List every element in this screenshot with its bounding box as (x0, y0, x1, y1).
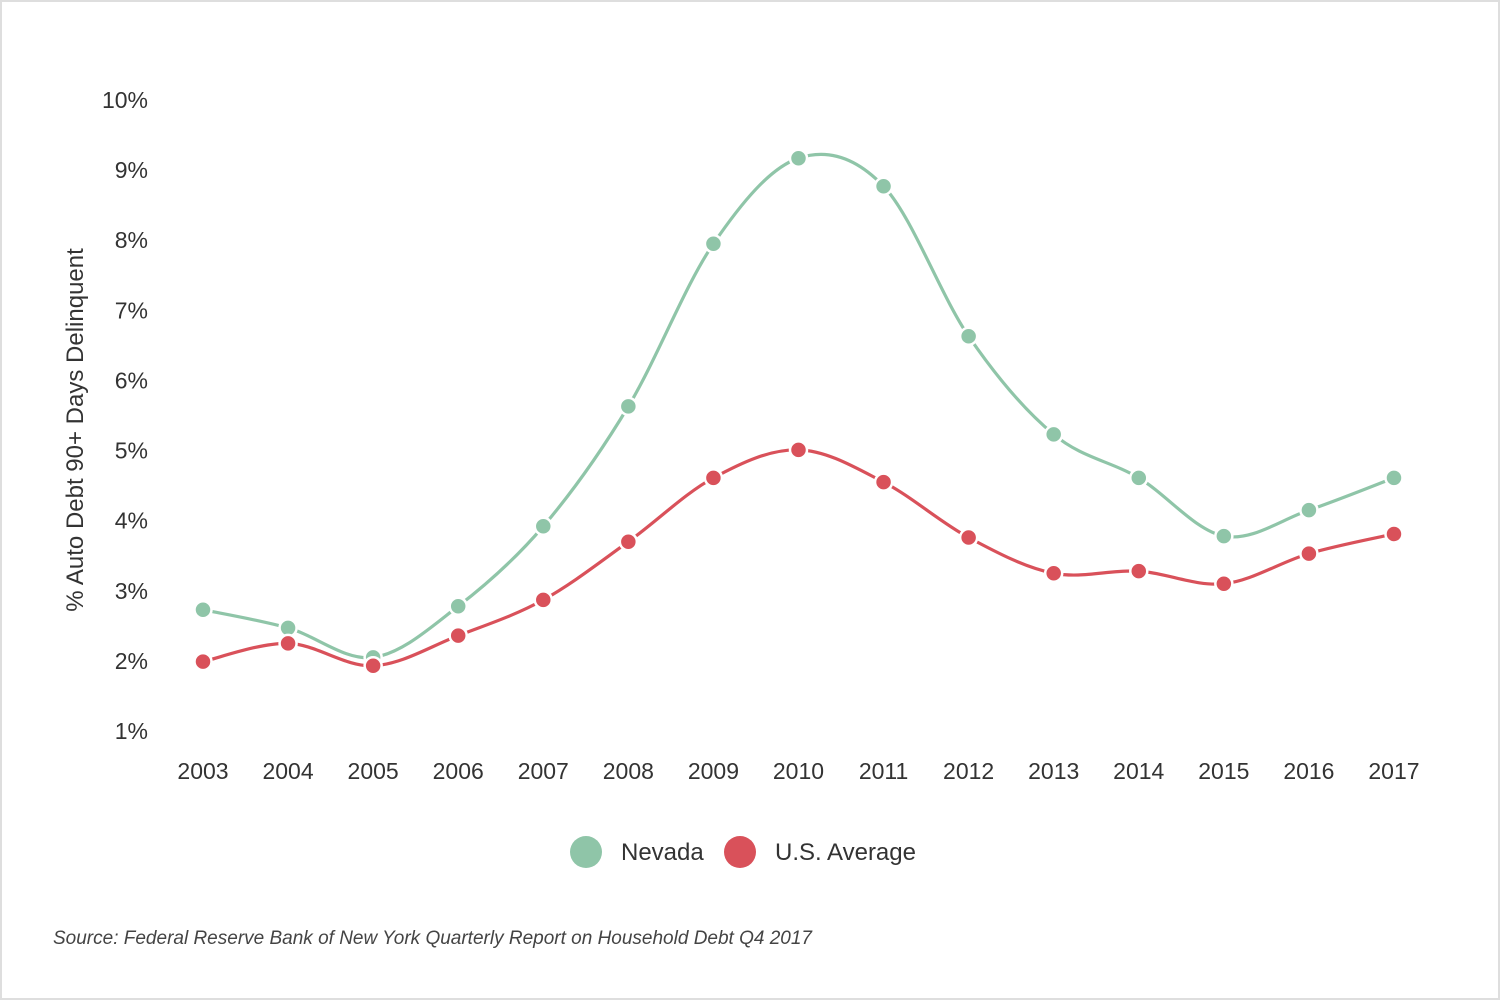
x-tick-label: 2012 (943, 758, 994, 784)
x-tick-label: 2007 (518, 758, 569, 784)
legend-swatch-nevada (570, 836, 602, 868)
data-point-nevada-2009[interactable] (703, 233, 724, 254)
source-note: Source: Federal Reserve Bank of New York… (53, 928, 812, 949)
data-point-nevada-2017[interactable] (1384, 468, 1404, 488)
data-point-u-s-average-2009[interactable] (703, 468, 724, 488)
x-tick-label: 2014 (1113, 758, 1164, 784)
data-point-nevada-2008[interactable] (618, 396, 639, 417)
data-point-u-s-average-2010[interactable] (788, 440, 809, 460)
x-tick-label: 2005 (348, 758, 399, 784)
x-tick-label: 2003 (177, 758, 228, 784)
legend-label-u-s-average: U.S. Average (775, 839, 916, 866)
data-point-nevada-2003[interactable] (193, 599, 213, 620)
y-tick-label: 6% (115, 367, 148, 393)
data-point-u-s-average-2011[interactable] (873, 472, 894, 492)
y-tick-label: 3% (115, 578, 148, 604)
legend-swatch-u-s-average (724, 836, 756, 868)
x-tick-label: 2013 (1028, 758, 1079, 784)
data-point-nevada-2015[interactable] (1214, 526, 1234, 546)
data-point-u-s-average-2006[interactable] (448, 625, 468, 646)
x-tick-label: 2015 (1198, 758, 1249, 784)
data-point-nevada-2007[interactable] (533, 516, 554, 537)
x-tick-label: 2009 (688, 758, 739, 784)
data-point-nevada-2013[interactable] (1043, 424, 1064, 445)
series-u-s-average (193, 440, 1404, 676)
data-point-u-s-average-2012[interactable] (958, 527, 979, 548)
data-point-u-s-average-2013[interactable] (1043, 563, 1064, 583)
legend-item-nevada[interactable]: Nevada (570, 836, 704, 868)
x-tick-label: 2016 (1283, 758, 1334, 784)
legend-item-u-s-average[interactable]: U.S. Average (724, 836, 916, 868)
y-tick-label: 7% (115, 297, 148, 323)
data-point-u-s-average-2015[interactable] (1214, 574, 1234, 594)
data-point-u-s-average-2004[interactable] (278, 633, 298, 654)
data-point-u-s-average-2007[interactable] (533, 590, 554, 610)
legend[interactable]: Nevada U.S. Average (570, 836, 916, 868)
x-tick-label: 2006 (433, 758, 484, 784)
y-tick-label: 1% (115, 718, 148, 744)
series-layer (193, 148, 1404, 676)
y-tick-label: 8% (115, 227, 148, 253)
x-axis: 2003 2004 2005 2006 2007 2008 2009 2010 2011 2012… (177, 758, 1419, 784)
data-point-nevada-2011[interactable] (873, 176, 894, 196)
x-tick-label: 2010 (773, 758, 824, 784)
y-tick-label: 4% (115, 508, 148, 534)
y-tick-label: 2% (115, 648, 148, 674)
data-point-nevada-2012[interactable] (958, 326, 979, 347)
data-point-u-s-average-2008[interactable] (618, 531, 639, 552)
x-tick-label: 2017 (1368, 758, 1419, 784)
data-point-nevada-2016[interactable] (1299, 500, 1319, 520)
y-tick-label: 9% (115, 157, 148, 183)
y-tick-label: 5% (115, 438, 148, 464)
data-point-nevada-2006[interactable] (448, 596, 468, 616)
data-point-u-s-average-2014[interactable] (1129, 561, 1149, 581)
data-point-nevada-2014[interactable] (1129, 468, 1149, 488)
x-tick-label: 2008 (603, 758, 654, 784)
y-axis: 1% 2% 3% 4% 5% 6% 7% 8% 9% 10% (102, 87, 148, 744)
x-tick-label: 2004 (262, 758, 313, 784)
data-point-u-s-average-2005[interactable] (363, 656, 383, 676)
series-line-u-s-average (201, 448, 1396, 668)
data-point-nevada-2010[interactable] (788, 148, 809, 168)
y-tick-label: 10% (102, 87, 148, 113)
y-axis-label: % Auto Debt 90+ Days Delinquent (62, 248, 89, 612)
data-point-u-s-average-2003[interactable] (193, 651, 213, 672)
data-point-u-s-average-2017[interactable] (1384, 524, 1404, 544)
x-tick-label: 2011 (859, 758, 908, 784)
legend-label-nevada: Nevada (621, 839, 704, 866)
data-point-u-s-average-2016[interactable] (1299, 543, 1319, 564)
